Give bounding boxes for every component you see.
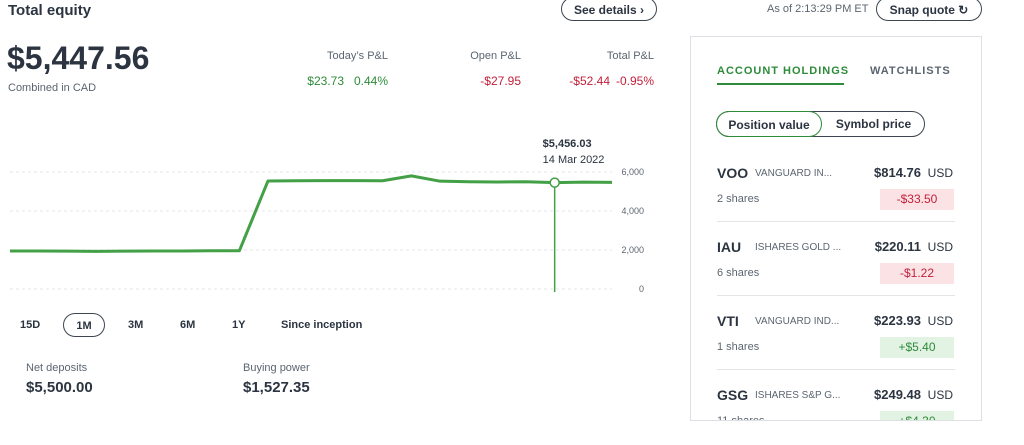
pnl-label: Open P&L (470, 50, 521, 62)
pnl-percent: 0.44% (353, 74, 388, 88)
holding-symbol: IAU (717, 239, 742, 255)
holding-shares: 11 shares (717, 415, 765, 421)
toggle-option[interactable]: Position value (716, 111, 822, 137)
y-tick-label: 6,000 (621, 167, 644, 177)
holding-change: +$5.40 (880, 337, 954, 358)
pnl-amount: -$52.44 (569, 74, 610, 88)
pnl-label: Total P&L (606, 50, 654, 62)
range-option[interactable]: 15D (20, 319, 41, 331)
holding-name: VANGUARD IN... (755, 168, 833, 179)
y-tick-label: 4,000 (621, 206, 644, 216)
holding-value: $814.76 (874, 165, 921, 180)
tab-underline (717, 83, 844, 85)
holding-change: -$1.22 (880, 263, 954, 284)
snap-quote-button[interactable]: Snap quote ↻ (876, 0, 982, 21)
pnl-percent: -0.95% (615, 74, 654, 88)
holding-row[interactable]: VOO VANGUARD IN... $814.76 USD 2 shares -$33.… (691, 159, 981, 233)
holding-currency: USD (927, 166, 953, 180)
holding-name: ISHARES S&P G... (755, 390, 841, 401)
row-separator (717, 221, 955, 222)
holding-symbol: VTI (717, 313, 739, 329)
highlight-point (549, 177, 560, 188)
range-option[interactable]: 3M (128, 319, 144, 331)
summary-label: Buying power (243, 362, 310, 374)
holding-currency: USD (927, 388, 953, 402)
holding-symbol: VOO (717, 165, 749, 181)
equity-value: $5,447.56 (7, 40, 150, 76)
holding-symbol: GSG (717, 387, 749, 403)
holding-row[interactable]: VTI VANGUARD IND... $223.93 USD 1 shares +$5.… (691, 295, 981, 381)
toggle-option[interactable]: Symbol price (835, 117, 912, 131)
holding-row[interactable]: IAU ISHARES GOLD ... $220.11 USD 6 shares -$1… (691, 221, 981, 307)
row-separator (717, 295, 955, 296)
tab[interactable]: ACCOUNT HOLDINGS (717, 65, 850, 77)
holding-currency: USD (927, 240, 953, 254)
range-option[interactable]: 1M (63, 313, 105, 337)
equity-line (10, 174, 613, 253)
tooltip-value: $5,456.03 (543, 138, 592, 150)
snap-quote-label: Snap quote (889, 3, 955, 17)
holdings-panel: ACCOUNT HOLDINGS WATCHLISTS Position val… (690, 36, 982, 421)
see-details-button[interactable]: See details › (561, 0, 657, 21)
holding-row[interactable]: GSG ISHARES S&P G... $249.48 USD 11 shares +$… (691, 369, 981, 421)
range-option[interactable]: Since inception (281, 319, 363, 331)
y-tick-label: 2,000 (621, 245, 644, 255)
holding-value: $249.48 (874, 387, 921, 402)
equity-chart: 0 2,000 4,000 6,000 $5,456.03 14 Mar 2022 (10, 138, 644, 294)
holding-shares: 6 shares (717, 267, 760, 279)
range-option[interactable]: 1Y (232, 319, 246, 331)
see-details-label: See details (573, 3, 637, 17)
tooltip-date: 14 Mar 2022 (543, 154, 605, 166)
pnl-amount: $23.73 (307, 74, 344, 88)
equity-note: Combined in CAD (8, 82, 97, 94)
pnl-amount: -$27.95 (480, 74, 521, 88)
summary-value: $5,500.00 (26, 379, 93, 396)
holding-name: VANGUARD IND... (755, 316, 840, 327)
pnl-label: Today’s P&L (327, 50, 388, 62)
holding-shares: 2 shares (717, 193, 760, 205)
holding-name: ISHARES GOLD ... (755, 242, 842, 253)
holding-change: -$33.50 (880, 189, 954, 210)
holding-shares: 1 shares (717, 341, 760, 353)
holding-value: $223.93 (874, 313, 921, 328)
as-of: As of 2:13:29 PM ET (767, 3, 869, 15)
summary-label: Net deposits (26, 362, 88, 374)
row-separator (717, 369, 955, 370)
tab[interactable]: WATCHLISTS (870, 65, 951, 77)
holding-value: $220.11 (874, 239, 921, 254)
title: Total equity (8, 2, 92, 19)
range-option[interactable]: 6M (180, 319, 196, 331)
holding-currency: USD (927, 314, 953, 328)
y-tick-label: 0 (639, 284, 644, 294)
summary-value: $1,527.35 (243, 379, 310, 396)
holding-change: +$4.30 (880, 411, 954, 420)
